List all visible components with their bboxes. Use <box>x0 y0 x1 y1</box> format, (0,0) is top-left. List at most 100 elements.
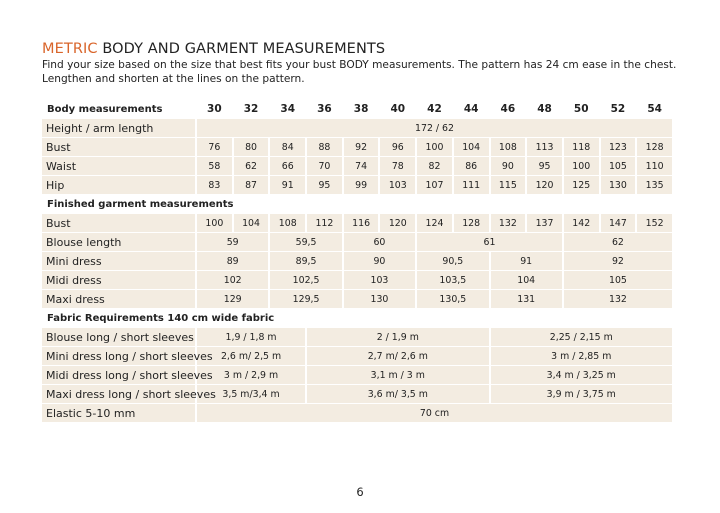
cell: 1,9 / 1,8 m <box>197 328 306 346</box>
cell: 3,5 m/3,4 m <box>197 385 306 403</box>
title-text: BODY AND GARMENT MEASUREMENTS <box>102 41 386 57</box>
size-header: 46 <box>490 100 526 118</box>
row-label: Hip <box>42 176 195 194</box>
cell: 130 <box>600 176 636 194</box>
cell: 99 <box>343 176 379 194</box>
cell: 113 <box>527 138 562 156</box>
cell: 89 <box>197 252 269 270</box>
cell: 102,5 <box>270 271 342 289</box>
cell: 128 <box>453 214 489 232</box>
cell: 110 <box>637 157 672 175</box>
cell: 132 <box>490 214 526 232</box>
cell: 104 <box>490 271 562 289</box>
row-label: Mini dress long / short sleeves <box>42 347 213 365</box>
size-header: 50 <box>563 100 599 118</box>
row-label: Elastic 5-10 mm <box>42 404 195 422</box>
cell: 3,6 m/ 3,5 m <box>307 385 489 403</box>
cell: 100 <box>563 157 599 175</box>
row-label: Maxi dress <box>42 290 195 308</box>
cell: 80 <box>233 138 269 156</box>
cell: 135 <box>637 176 672 194</box>
row-label: Bust <box>42 214 195 232</box>
cell: 123 <box>600 138 636 156</box>
cell: 70 <box>307 157 342 175</box>
cell: 147 <box>600 214 636 232</box>
cell: 3 m / 2,85 m <box>490 347 672 365</box>
cell: 87 <box>233 176 269 194</box>
table-row: Bust 100 104 108 112 116 120 124 128 132 137 142 147… <box>42 214 672 232</box>
cell: 112 <box>307 214 342 232</box>
cell: 3,9 m / 3,75 m <box>490 385 672 403</box>
cell: 105 <box>563 271 672 289</box>
row-label: Waist <box>42 157 195 175</box>
table-row: Midi dress 102 102,5 103 103,5 104 105 <box>42 271 672 289</box>
cell: 137 <box>527 214 562 232</box>
cell: 90 <box>490 157 526 175</box>
row-label: Bust <box>42 138 195 156</box>
table-row: Mini dress long / short sleeves 2,6 m/ 2,… <box>42 347 672 365</box>
cell: 90,5 <box>417 252 489 270</box>
size-header: 34 <box>270 100 306 118</box>
cell: 62 <box>563 233 672 251</box>
row-label: Blouse long / short sleeves <box>42 328 195 346</box>
cell: 89,5 <box>270 252 342 270</box>
size-header: 54 <box>637 100 672 118</box>
cell: 103,5 <box>417 271 489 289</box>
title-accent: METRIC <box>42 41 98 57</box>
section-heading: Body measurements <box>42 100 195 118</box>
cell: 3,1 m / 3 m <box>307 366 489 384</box>
table-row: Waist 58 62 66 70 74 78 82 86 90 95 100 105 110 <box>42 157 672 175</box>
cell: 92 <box>343 138 379 156</box>
size-header: 36 <box>307 100 342 118</box>
cell: 86 <box>453 157 489 175</box>
heading-filler <box>197 195 672 213</box>
cell: 59,5 <box>270 233 342 251</box>
cell: 116 <box>343 214 379 232</box>
table-row: Maxi dress long / short sleeves 3,5 m/3,4… <box>42 385 672 403</box>
cell: 103 <box>343 271 416 289</box>
cell: 96 <box>380 138 416 156</box>
cell: 120 <box>380 214 416 232</box>
section-heading: Finished garment measurements <box>42 195 234 213</box>
size-header: 40 <box>380 100 416 118</box>
page-number: 6 <box>356 485 364 499</box>
cell: 102 <box>197 271 269 289</box>
cell: 2,6 m/ 2,5 m <box>197 347 306 365</box>
cell: 103 <box>380 176 416 194</box>
cell: 115 <box>490 176 526 194</box>
row-label: Height / arm length <box>42 119 195 137</box>
cell: 118 <box>563 138 599 156</box>
row-label: Midi dress long / short sleeves <box>42 366 213 384</box>
cell: 129 <box>197 290 269 308</box>
cell: 172 / 62 <box>197 119 672 137</box>
intro: Find your size based on the size that be… <box>42 59 677 85</box>
cell: 78 <box>380 157 416 175</box>
row-label: Mini dress <box>42 252 195 270</box>
cell: 105 <box>600 157 636 175</box>
cell: 76 <box>197 138 232 156</box>
table-row: Mini dress 89 89,5 90 90,5 91 92 <box>42 252 672 270</box>
cell: 2,7 m/ 2,6 m <box>307 347 489 365</box>
cell: 3 m / 2,9 m <box>197 366 306 384</box>
cell: 58 <box>197 157 232 175</box>
size-header: 38 <box>343 100 379 118</box>
table-row: Midi dress long / short sleeves 3 m / 2,9… <box>42 366 672 384</box>
cell: 100 <box>197 214 232 232</box>
cell: 107 <box>417 176 452 194</box>
table-row: Height / arm length 172 / 62 <box>42 119 672 137</box>
table-row: Elastic 5-10 mm 70 cm <box>42 404 672 422</box>
cell: 124 <box>417 214 452 232</box>
row-label: Midi dress <box>42 271 195 289</box>
cell: 142 <box>563 214 599 232</box>
cell: 132 <box>563 290 672 308</box>
cell: 88 <box>307 138 342 156</box>
cell: 104 <box>453 138 489 156</box>
section-heading-row: Finished garment measurements <box>42 195 672 213</box>
cell: 83 <box>197 176 232 194</box>
cell: 3,4 m / 3,25 m <box>490 366 672 384</box>
heading-filler <box>197 309 672 327</box>
size-header: 42 <box>417 100 452 118</box>
cell: 111 <box>453 176 489 194</box>
size-header: 30 <box>197 100 232 118</box>
